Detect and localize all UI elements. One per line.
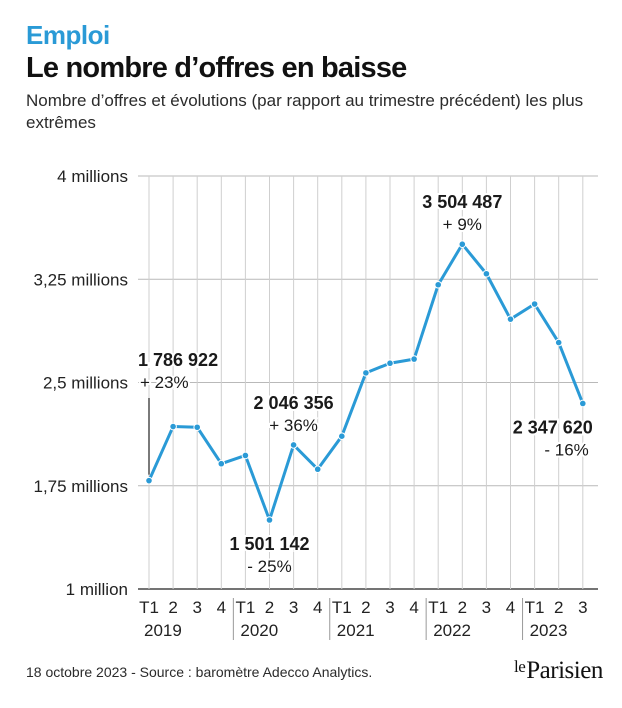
x-tick-label: 4 bbox=[506, 598, 515, 617]
data-point bbox=[241, 451, 250, 460]
source-note: 18 octobre 2023 - Source : baromètre Ade… bbox=[26, 664, 373, 680]
logo-le: le bbox=[514, 657, 526, 676]
year-label: 2020 bbox=[240, 621, 278, 640]
data-point bbox=[482, 269, 491, 278]
x-tick-label: T1 bbox=[525, 598, 545, 617]
data-point bbox=[265, 516, 274, 524]
data-point bbox=[145, 476, 153, 485]
data-point bbox=[434, 280, 443, 289]
year-label: 2021 bbox=[337, 621, 375, 640]
data-point bbox=[386, 359, 394, 368]
y-tick-label: 2,5 millions bbox=[43, 374, 128, 393]
x-tick-label: 3 bbox=[289, 598, 298, 617]
le-parisien-logo: leParisien bbox=[514, 657, 603, 685]
y-tick-label: 4 millions bbox=[57, 167, 128, 186]
x-tick-label: 2 bbox=[168, 598, 177, 617]
chart-title: Le nombre d’offres en baisse bbox=[26, 52, 407, 84]
y-tick-label: 1 million bbox=[66, 580, 128, 599]
x-tick-label: 2 bbox=[265, 598, 274, 617]
grid bbox=[138, 175, 598, 590]
y-tick-label: 3,25 millions bbox=[34, 270, 129, 289]
year-label: 2022 bbox=[433, 621, 471, 640]
data-point bbox=[410, 355, 418, 363]
x-tick-label: 3 bbox=[385, 598, 394, 617]
y-tick-labels: 4 millions 3,25 millions 2,5 millions 1,75 … bbox=[34, 167, 129, 599]
data-point bbox=[313, 465, 322, 474]
annotation-value: 2 347 620 bbox=[513, 417, 593, 437]
data-point bbox=[289, 441, 298, 449]
x-tick-label: T1 bbox=[332, 598, 352, 617]
kicker: Emploi bbox=[26, 20, 110, 50]
annotation-value: 1 786 922 bbox=[138, 350, 218, 370]
year-label: 2023 bbox=[530, 621, 568, 640]
data-point bbox=[506, 315, 515, 323]
x-tick-label: 4 bbox=[313, 598, 322, 617]
x-tick-label: 3 bbox=[578, 598, 587, 617]
annotation-value: 3 504 487 bbox=[422, 192, 502, 212]
x-tick-label: 3 bbox=[192, 598, 201, 617]
x-tick-label: 2 bbox=[458, 598, 467, 617]
x-tick-label: 4 bbox=[217, 598, 226, 617]
y-tick-label: 1,75 millions bbox=[34, 477, 129, 496]
x-tick-label: T1 bbox=[235, 598, 255, 617]
x-tick-label: 2 bbox=[361, 598, 370, 617]
data-point bbox=[169, 422, 177, 431]
annotation-value: 2 046 356 bbox=[254, 393, 334, 413]
annotations: 1 786 922 + 23% 1 501 142 - 25% 2 046 356 + 3… bbox=[136, 190, 595, 578]
annotation-change: + 9% bbox=[443, 215, 482, 234]
data-point bbox=[458, 240, 467, 249]
annotation-value: 1 501 142 bbox=[229, 534, 309, 554]
data-point bbox=[554, 338, 563, 347]
series bbox=[145, 240, 587, 524]
x-tick-label: T1 bbox=[139, 598, 159, 617]
logo-name: Parisien bbox=[526, 657, 603, 684]
data-point bbox=[530, 300, 539, 308]
x-tick-label: 2 bbox=[554, 598, 563, 617]
data-point bbox=[338, 432, 346, 440]
annotation-change: + 23% bbox=[140, 373, 189, 392]
annotation-change: - 16% bbox=[544, 440, 588, 459]
annotation-change: - 25% bbox=[247, 557, 291, 576]
x-tick-label: T1 bbox=[428, 598, 448, 617]
year-label: 2019 bbox=[144, 621, 182, 640]
x-tick-label: 4 bbox=[409, 598, 418, 617]
chart-subtitle: Nombre d’offres et évolutions (par rappo… bbox=[26, 91, 584, 132]
data-point bbox=[579, 399, 587, 408]
annotation-change: + 36% bbox=[269, 416, 318, 435]
data-point bbox=[217, 459, 226, 468]
x-tick-label: 3 bbox=[482, 598, 491, 617]
data-point bbox=[362, 369, 370, 377]
data-point bbox=[193, 423, 201, 432]
